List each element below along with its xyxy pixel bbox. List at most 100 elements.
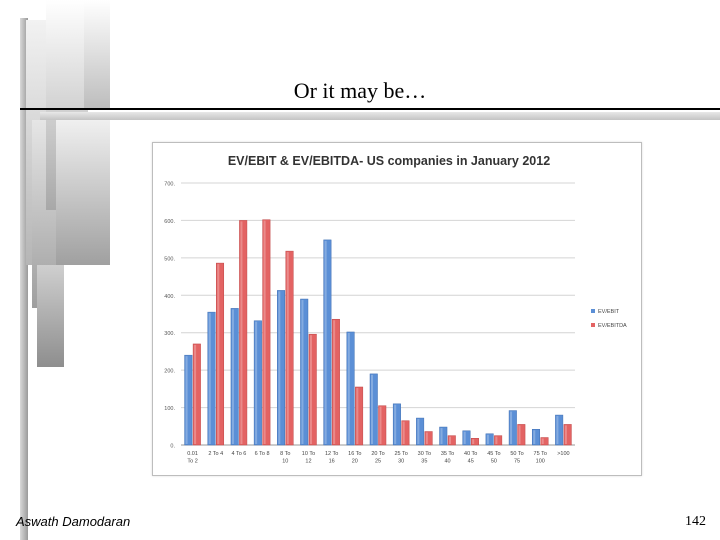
bar-highlight — [510, 411, 513, 444]
bar-ev-ebit — [207, 311, 216, 446]
y-tick-label: 200. — [164, 369, 175, 375]
x-tick-label: 10 To — [302, 451, 315, 457]
y-tick-labels: 0. 100. 200. 300. 400. 500. 600. 700. — [164, 182, 175, 450]
decorative-gray-bar — [56, 120, 110, 265]
x-tick-label: 20 — [352, 459, 358, 465]
x-tick-label: 12 To — [325, 451, 338, 457]
x-tick-label: 30 — [398, 459, 404, 465]
bar-highlight — [278, 291, 281, 444]
bar-highlight — [440, 428, 443, 444]
bar-ev-ebitda — [239, 220, 248, 446]
bar-ev-ebit — [416, 417, 425, 446]
bar-highlight — [208, 313, 211, 444]
y-tick-label: 500. — [164, 256, 175, 262]
x-tick-label: 40 — [444, 459, 450, 465]
bar-ev-ebitda — [563, 424, 572, 446]
bar-highlight — [486, 434, 489, 444]
chart-frame: EV/EBIT & EV/EBITDA- US companies in Jan… — [152, 142, 642, 476]
bar-highlight — [417, 419, 420, 444]
bar-highlight — [217, 264, 220, 444]
y-tick-label: 100. — [164, 406, 175, 412]
bar-ev-ebit — [230, 308, 239, 446]
slide-title: Or it may be… — [293, 78, 427, 103]
bar-ev-ebitda — [262, 219, 271, 446]
x-tick-label: 6 To 8 — [255, 451, 270, 457]
bar-ev-ebitda — [447, 435, 456, 446]
bar-ev-ebit — [323, 239, 332, 446]
decorative-gray-bar — [40, 112, 720, 120]
bar-highlight — [324, 240, 327, 444]
decorative-gray-bar — [37, 265, 64, 367]
bar-ev-ebit — [369, 373, 378, 446]
bar-highlight — [194, 344, 197, 444]
bar-ev-ebit — [277, 290, 286, 446]
legend-label: EV/EBITDA — [598, 323, 627, 329]
bar-ev-ebit — [346, 331, 355, 446]
bar-highlight — [425, 432, 428, 444]
bar-ev-ebit — [184, 354, 193, 446]
bar-highlight — [379, 406, 382, 444]
x-tick-label: 45 To — [487, 451, 500, 457]
x-tick-label: To 2 — [187, 459, 197, 465]
bar-highlight — [301, 300, 304, 444]
bars — [184, 219, 572, 446]
legend-swatch — [591, 309, 595, 313]
x-tick-label: 10 — [282, 459, 288, 465]
legend-swatch — [591, 323, 595, 327]
bar-highlight — [371, 374, 373, 444]
x-tick-label: 20 To — [371, 451, 384, 457]
y-tick-label: 600. — [164, 219, 175, 225]
x-tick-label: 4 To 6 — [231, 451, 246, 457]
x-tick-label: 12 — [305, 459, 311, 465]
x-tick-label: 75 — [514, 459, 520, 465]
x-tick-label: 25 To — [394, 451, 407, 457]
bar-ev-ebitda — [216, 262, 225, 446]
x-tick-label: 50 — [491, 459, 497, 465]
bar-highlight — [556, 416, 559, 444]
bar-highlight — [255, 321, 258, 444]
y-tick-label: 700. — [164, 182, 175, 188]
bar-ev-ebit — [485, 433, 494, 446]
x-tick-label: 75 To — [534, 451, 547, 457]
bar-highlight — [518, 425, 521, 444]
bar-ev-ebit — [392, 403, 401, 446]
bar-ev-ebit — [300, 298, 309, 446]
bar-ev-ebitda — [285, 250, 294, 446]
bar-ev-ebit — [555, 414, 564, 446]
x-tick-label: 30 To — [418, 451, 431, 457]
bar-ev-ebitda — [424, 431, 433, 446]
y-tick-label: 300. — [164, 331, 175, 337]
bar-ev-ebit — [253, 320, 262, 446]
bar-ev-ebitda — [540, 437, 549, 446]
bar-ev-ebitda — [355, 386, 364, 446]
y-tick-label: 0. — [170, 444, 175, 450]
x-tick-label: 35 To — [441, 451, 454, 457]
bar-ev-ebit — [508, 410, 517, 446]
bar-highlight — [472, 439, 475, 444]
bar-ev-ebitda — [192, 343, 201, 446]
y-tick-label: 400. — [164, 294, 175, 300]
legend: EV/EBIT EV/EBITDA — [591, 309, 627, 329]
legend-label: EV/EBIT — [598, 309, 620, 315]
bar-ev-ebitda — [378, 405, 387, 446]
bar-ev-ebit — [531, 429, 540, 446]
x-tick-label: 40 To — [464, 451, 477, 457]
x-tick-labels: 0.01 To 2 2 To 4 4 To 6 6 To 8 8 To 10 10 To 12 1… — [187, 451, 569, 465]
bar-ev-ebitda — [401, 420, 410, 446]
chart-title: EV/EBIT & EV/EBITDA- US companies in Jan… — [228, 154, 550, 168]
footer-author: Aswath Damodaran — [16, 514, 131, 529]
bar-highlight — [533, 430, 536, 444]
bar-highlight — [564, 425, 567, 444]
bar-highlight — [541, 438, 544, 444]
bar-highlight — [347, 332, 350, 444]
chart: EV/EBIT & EV/EBITDA- US companies in Jan… — [164, 154, 627, 465]
bar-highlight — [402, 421, 405, 444]
bar-highlight — [394, 404, 397, 444]
bar-ev-ebitda — [331, 318, 340, 446]
x-tick-label: 16 To — [348, 451, 361, 457]
bar-highlight — [263, 220, 266, 444]
bar-highlight — [231, 309, 234, 444]
x-tick-label: 8 To — [280, 451, 290, 457]
x-tick-label: 100 — [536, 459, 545, 465]
bar-ev-ebitda — [308, 333, 317, 446]
